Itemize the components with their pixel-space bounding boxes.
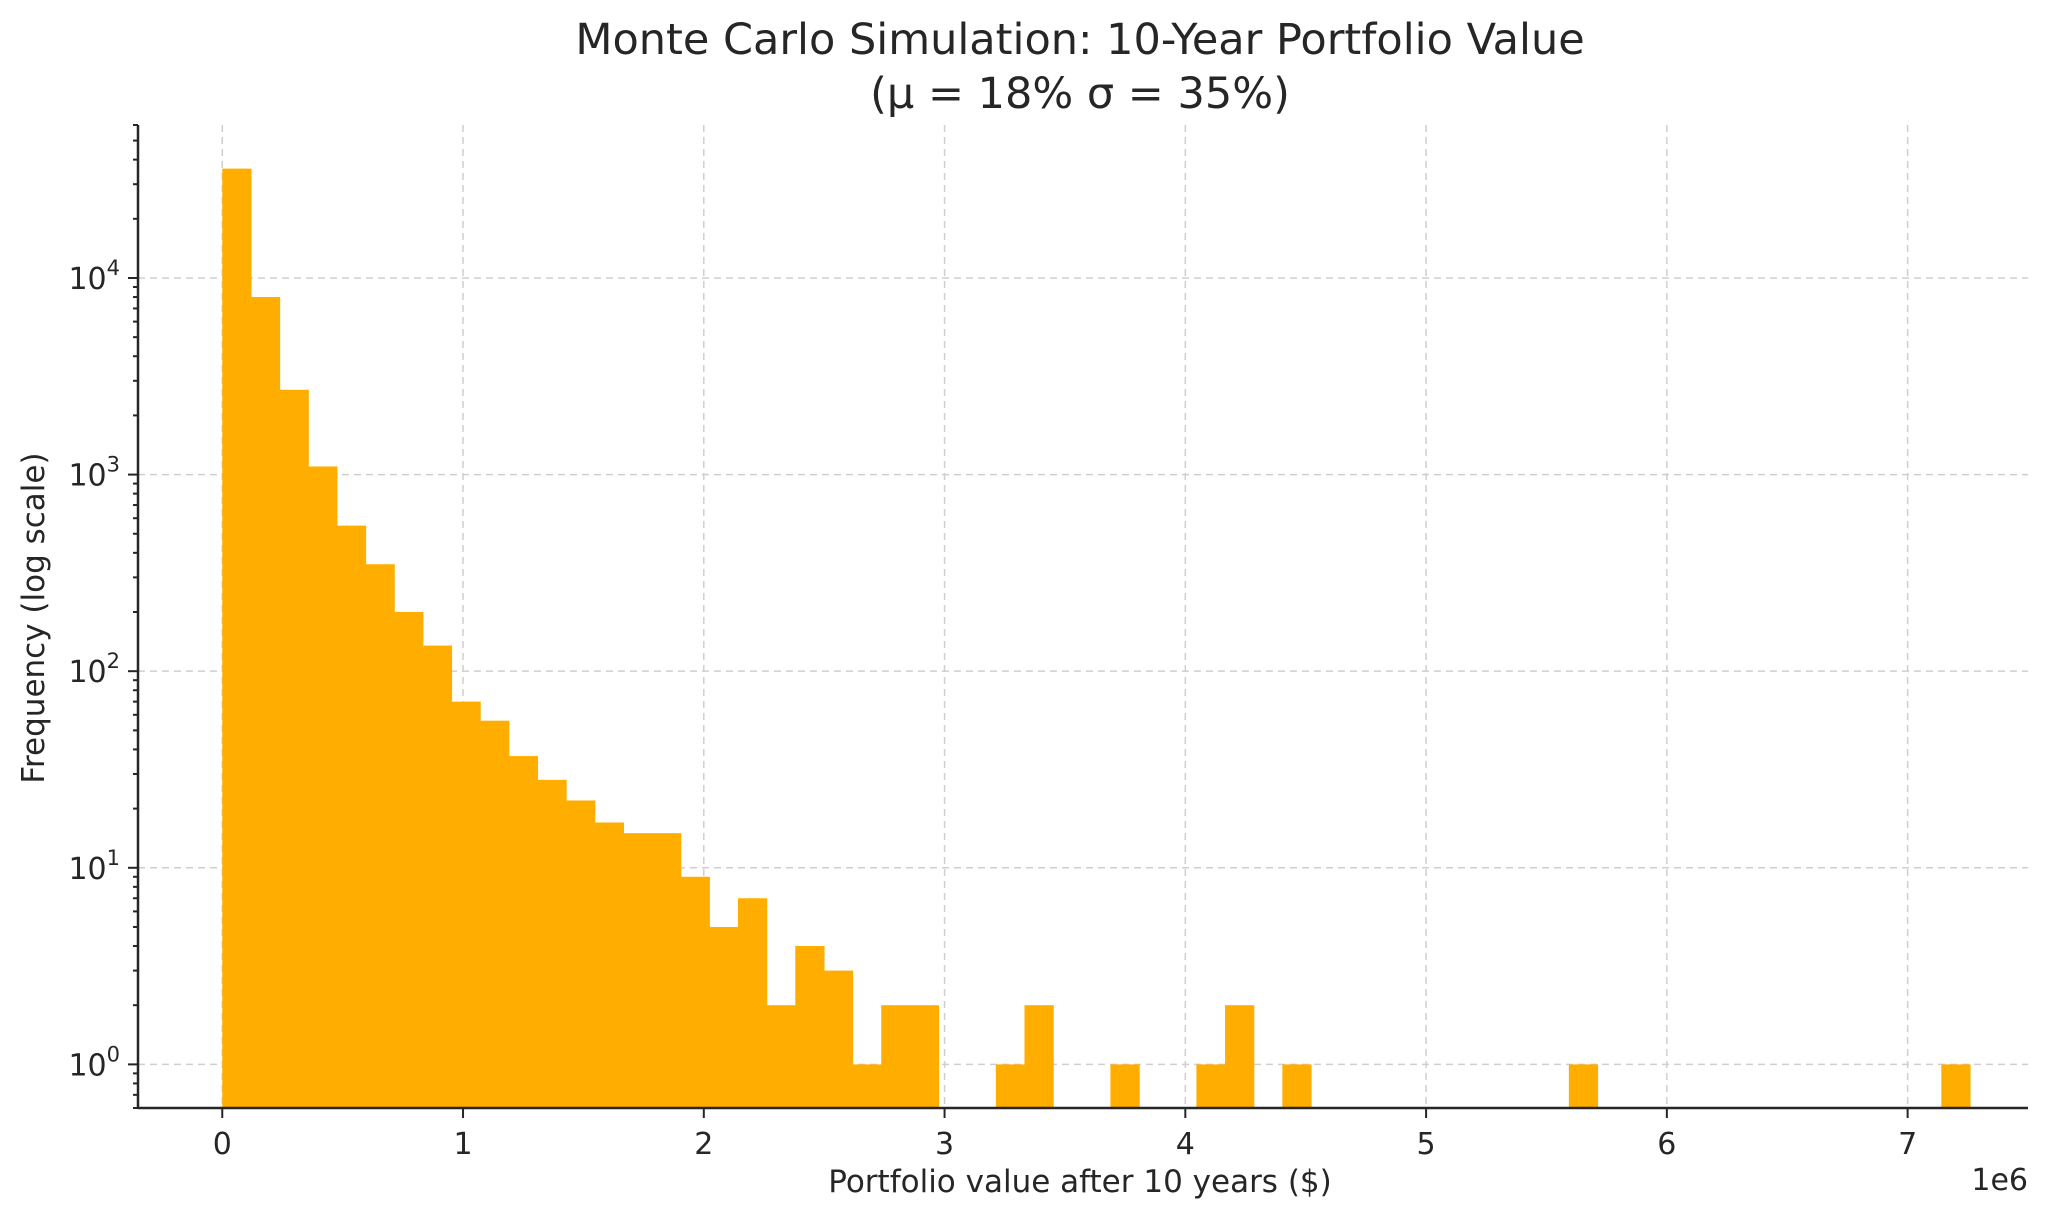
y-axis-ticks: 100 101 102 103 104 xyxy=(68,124,138,1109)
y-tick-label-3: 103 xyxy=(68,453,120,494)
x-axis-offset-text: 1e6 xyxy=(1971,1163,2028,1198)
x-tick-label-0: 0 xyxy=(213,1127,232,1162)
histogram-bar-10 xyxy=(508,756,539,1108)
histogram-bar-7 xyxy=(422,645,453,1108)
histogram-bar-18 xyxy=(737,898,768,1108)
histogram-bar-14 xyxy=(623,833,653,1108)
histogram-bar-12 xyxy=(566,800,596,1108)
histogram-bar-34 xyxy=(1196,1064,1226,1108)
x-axis-ticks: 0 1 2 3 4 5 6 7 xyxy=(213,1108,1917,1162)
histogram-bar-11 xyxy=(537,779,567,1108)
x-axis-label: Portfolio value after 10 years ($) xyxy=(828,1164,1331,1200)
histogram-bar-16 xyxy=(680,876,710,1108)
histogram-bar-37 xyxy=(1282,1064,1312,1108)
histogram-bar-21 xyxy=(823,970,854,1108)
x-tick-label-7: 7 xyxy=(1898,1127,1917,1162)
y-axis-label: Frequency (log scale) xyxy=(16,452,52,783)
histogram-bar-15 xyxy=(652,833,682,1108)
histogram-bar-9 xyxy=(480,720,510,1108)
y-tick-label-2: 102 xyxy=(68,649,120,690)
histogram-bar-6 xyxy=(394,612,424,1108)
histogram-bar-8 xyxy=(451,701,481,1108)
histogram-bar-0 xyxy=(222,168,252,1108)
y-tick-label-4: 104 xyxy=(68,256,120,297)
chart-title: Monte Carlo Simulation: 10-Year Portfoli… xyxy=(575,15,1584,65)
histogram-bar-4 xyxy=(336,525,367,1108)
histogram-bar-23 xyxy=(881,1005,911,1108)
x-tick-label-4: 4 xyxy=(1176,1127,1195,1162)
x-tick-label-6: 6 xyxy=(1657,1127,1676,1162)
chart-subtitle: (μ = 18% σ = 35%) xyxy=(870,69,1290,119)
histogram-bar-5 xyxy=(365,564,395,1108)
x-tick-label-3: 3 xyxy=(935,1127,954,1162)
histogram-bar-2 xyxy=(279,389,309,1108)
histogram-bar-19 xyxy=(766,1005,796,1108)
y-tick-label-0: 100 xyxy=(68,1042,120,1083)
histogram-bar-13 xyxy=(594,822,624,1108)
x-tick-label-1: 1 xyxy=(453,1127,472,1162)
histogram-bar-24 xyxy=(909,1005,940,1108)
histogram-bar-22 xyxy=(852,1064,882,1108)
histogram-bar-60 xyxy=(1941,1064,1971,1108)
histogram-bar-31 xyxy=(1110,1064,1140,1108)
histogram-bar-28 xyxy=(1024,1005,1054,1108)
histogram-bar-27 xyxy=(995,1064,1026,1108)
histogram-bar-35 xyxy=(1225,1005,1255,1108)
y-tick-label-1: 101 xyxy=(68,846,120,887)
x-tick-label-5: 5 xyxy=(1417,1127,1436,1162)
histogram-bar-20 xyxy=(795,946,825,1108)
histogram-bar-3 xyxy=(308,466,338,1108)
histogram-bar-17 xyxy=(709,926,739,1108)
histogram-bar-47 xyxy=(1568,1064,1599,1108)
x-tick-label-2: 2 xyxy=(694,1127,713,1162)
histogram-bars xyxy=(222,168,1971,1108)
histogram-bar-1 xyxy=(250,297,281,1108)
